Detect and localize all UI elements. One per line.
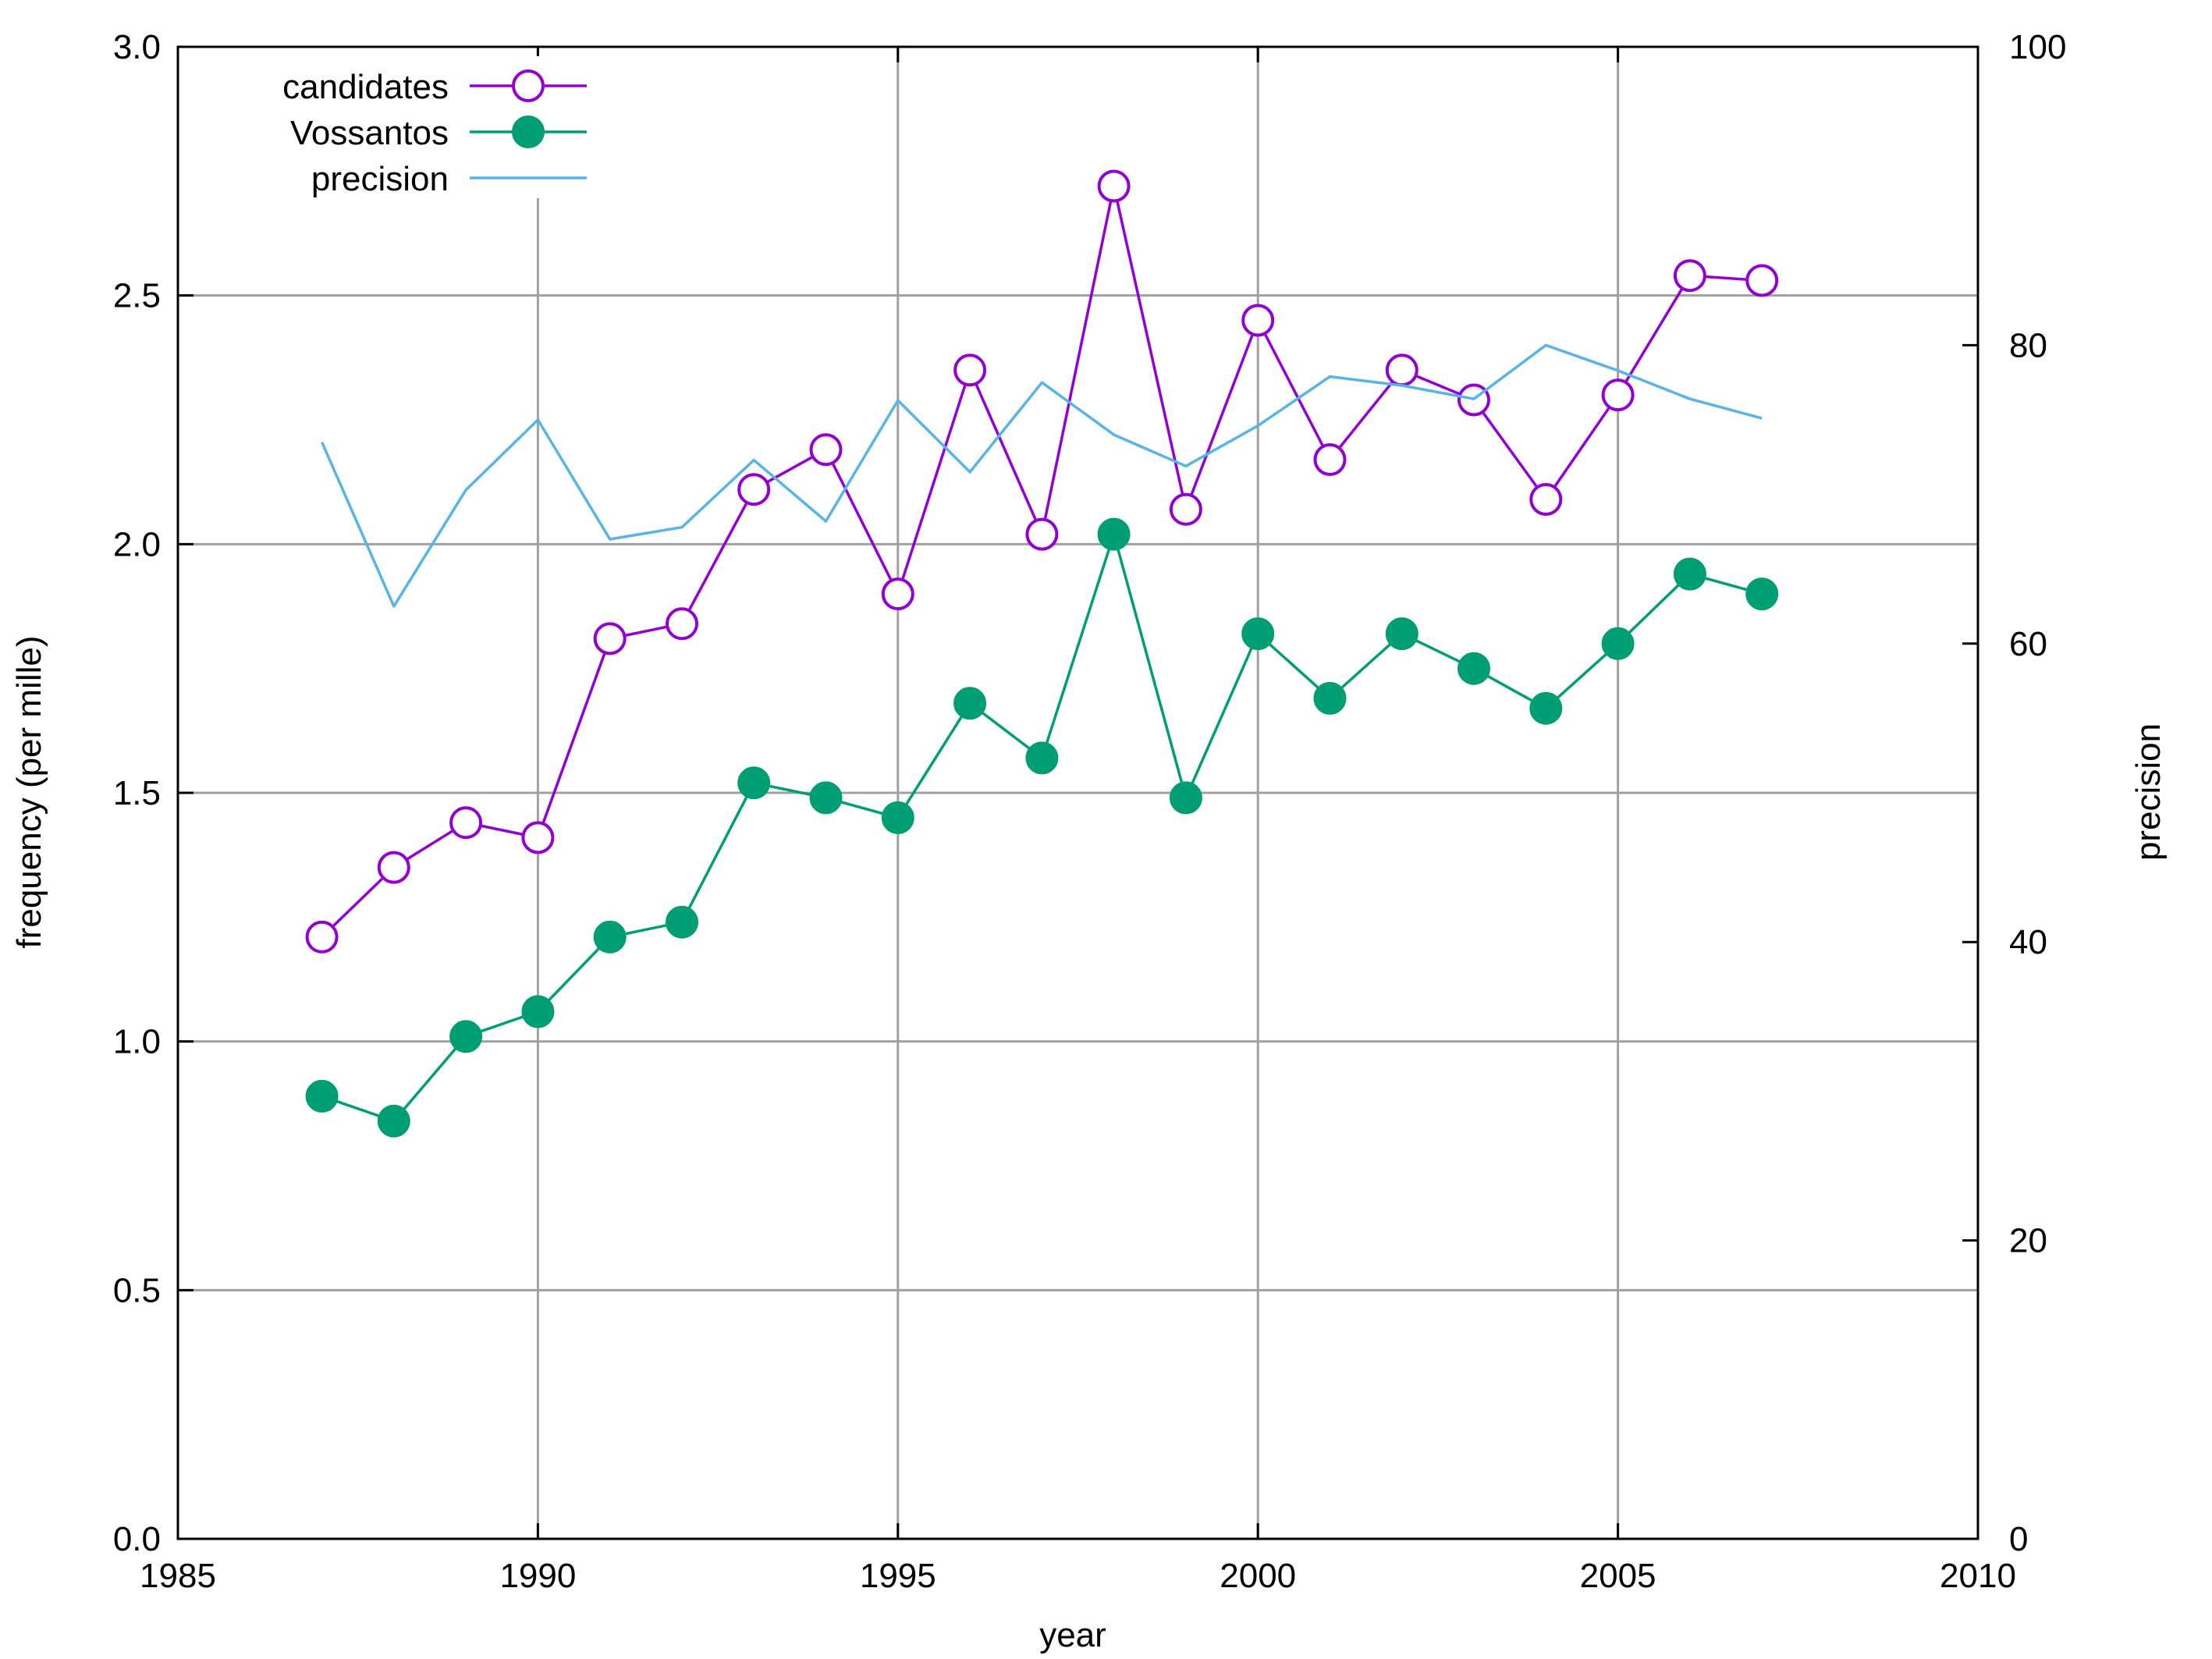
- data-point-vossantos: [953, 687, 987, 720]
- y2-tick-label: 80: [2009, 326, 2047, 364]
- data-point-candidates: [953, 353, 987, 387]
- x-tick-label: 2000: [1220, 1557, 1296, 1595]
- y2-axis-title: precision: [2129, 723, 2168, 861]
- data-point-candidates: [737, 473, 771, 506]
- data-point-vossantos: [1529, 691, 1563, 725]
- data-point-vossantos: [1458, 652, 1490, 685]
- legend-marker-vossantos: [512, 115, 545, 148]
- data-point-vossantos: [521, 995, 555, 1028]
- y2-tick-label: 100: [2009, 28, 2066, 66]
- data-point-candidates: [881, 577, 914, 611]
- legend-label: Vossantos: [290, 114, 449, 152]
- x-tick-label: 1990: [499, 1557, 576, 1595]
- data-point-vossantos: [1025, 741, 1059, 775]
- y2-tick-label: 40: [2009, 923, 2047, 961]
- data-point-vossantos: [1385, 617, 1418, 651]
- data-point-vossantos: [1313, 681, 1347, 715]
- data-point-candidates: [1025, 517, 1059, 551]
- plot-series: [305, 169, 1779, 1138]
- data-point-candidates: [1097, 169, 1131, 203]
- data-point-candidates: [449, 806, 483, 840]
- y2-tick-label: 60: [2009, 625, 2047, 663]
- x-tick-label: 2005: [1580, 1557, 1656, 1595]
- data-point-candidates: [521, 821, 555, 854]
- y-tick-label: 1.0: [113, 1023, 161, 1061]
- y2-tick-label: 0: [2009, 1520, 2028, 1558]
- y-tick-label: 2.5: [113, 277, 161, 315]
- data-point-candidates: [593, 622, 627, 655]
- y-tick-label: 1.5: [113, 774, 161, 812]
- data-point-candidates: [1169, 492, 1202, 526]
- data-point-candidates: [1745, 264, 1779, 297]
- data-point-vossantos: [1241, 617, 1275, 651]
- y-tick-label: 2.0: [113, 525, 161, 563]
- x-tick-label: 1985: [140, 1557, 216, 1595]
- y-tick-label: 0.0: [113, 1520, 161, 1558]
- data-point-candidates: [1673, 259, 1706, 293]
- data-point-vossantos: [449, 1020, 483, 1053]
- data-point-vossantos: [1097, 517, 1131, 551]
- data-point-vossantos: [881, 801, 914, 834]
- series-line-precision: [320, 343, 1763, 608]
- y2-tick-label: 20: [2009, 1222, 2047, 1260]
- data-point-candidates: [1529, 483, 1563, 516]
- data-point-vossantos: [1673, 557, 1706, 591]
- data-point-vossantos: [1601, 627, 1635, 660]
- data-point-candidates: [809, 433, 843, 467]
- data-point-candidates: [1385, 353, 1418, 387]
- data-point-candidates: [1601, 378, 1635, 412]
- data-point-candidates: [1241, 304, 1275, 337]
- x-tick-label: 1995: [860, 1557, 936, 1595]
- legend-label: precision: [311, 160, 449, 198]
- legend-label: candidates: [282, 68, 449, 106]
- data-point-vossantos: [809, 781, 843, 815]
- legend: candidates Vossantos precision: [199, 56, 605, 198]
- data-point-vossantos: [593, 920, 627, 954]
- data-point-vossantos: [377, 1104, 410, 1138]
- x-tick-label: 2010: [1940, 1557, 2016, 1595]
- data-point-vossantos: [1169, 781, 1202, 815]
- x-axis-title: year: [1039, 1616, 1106, 1654]
- data-point-vossantos: [666, 905, 698, 939]
- data-point-candidates: [1313, 443, 1347, 476]
- y-tick-label: 3.0: [113, 28, 161, 66]
- legend-marker-candidates: [512, 69, 545, 102]
- data-point-candidates: [377, 851, 410, 884]
- axes: 1985 1990 1995 2000 2005 2010 0.0 0.5 1.0 1.5 2.0 2…: [113, 28, 2067, 1595]
- data-point-vossantos: [305, 1079, 339, 1113]
- data-point-candidates: [305, 920, 339, 954]
- data-point-vossantos: [737, 766, 771, 800]
- data-point-candidates: [666, 607, 698, 641]
- y-tick-label: 0.5: [113, 1271, 161, 1309]
- data-point-vossantos: [1745, 577, 1779, 611]
- y-axis-title: frequency (per mille): [10, 635, 48, 948]
